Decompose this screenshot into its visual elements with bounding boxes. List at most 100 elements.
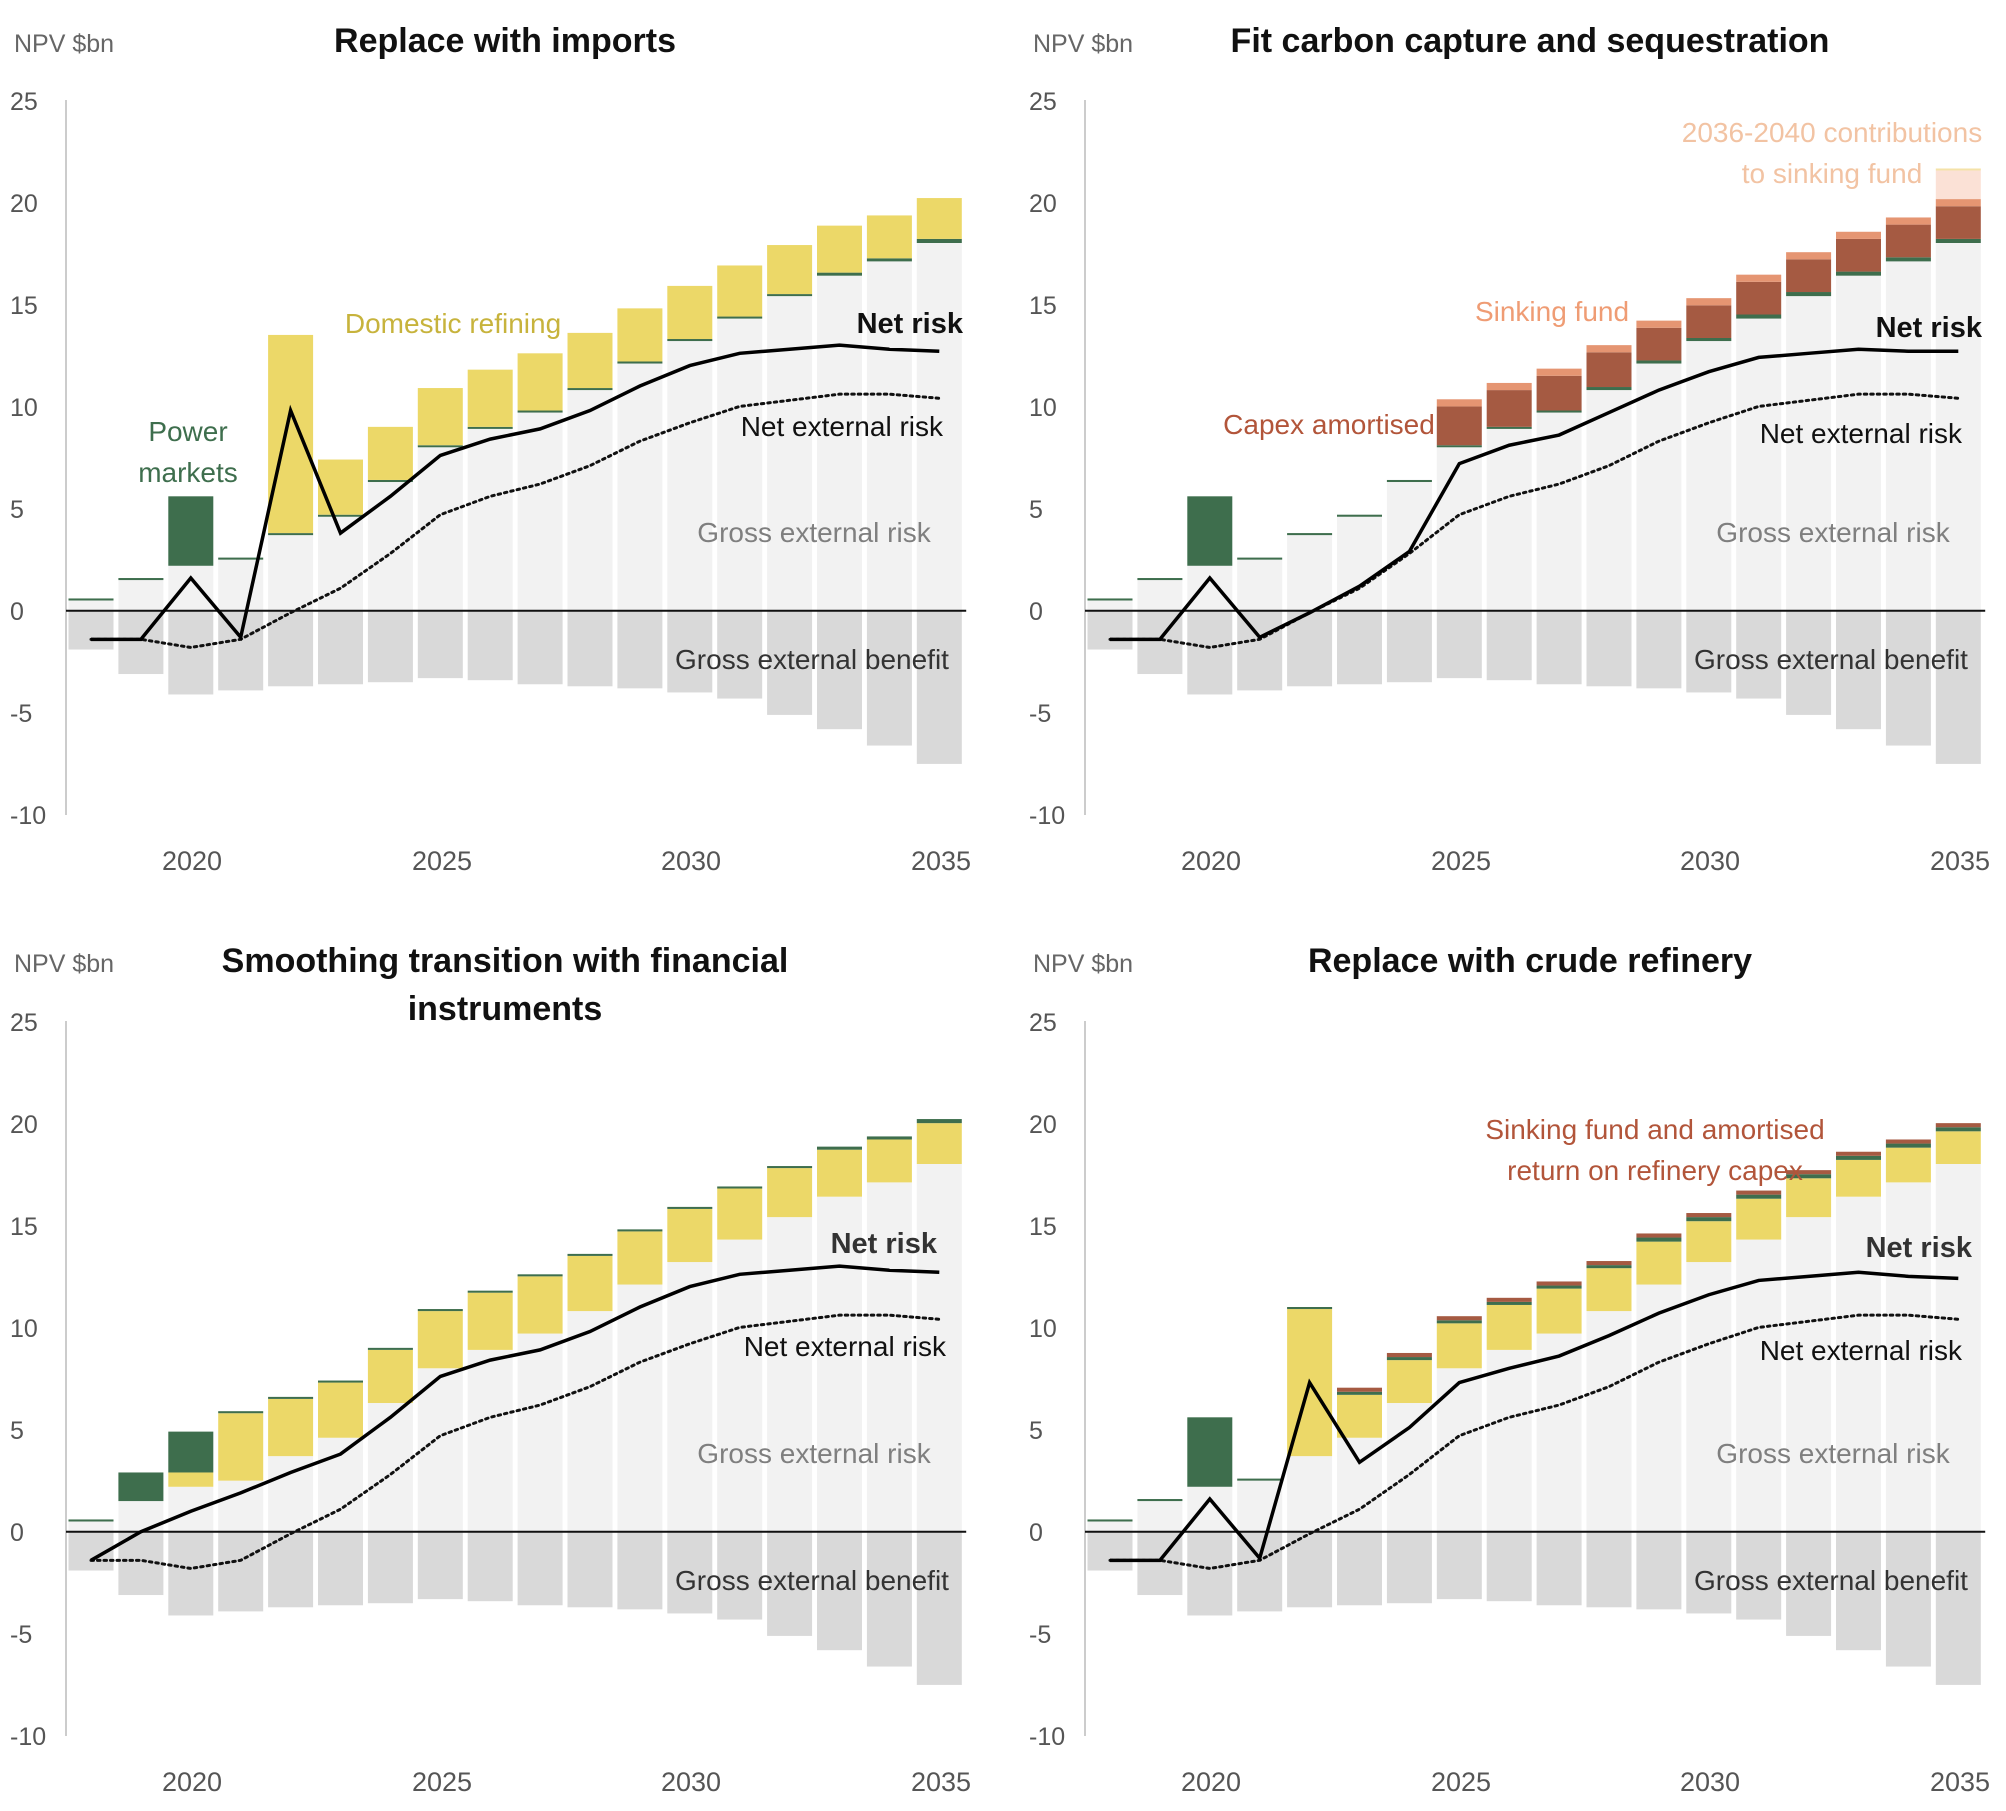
sinking-fund-bar xyxy=(1436,399,1482,407)
domestic-refining-bar xyxy=(218,1413,264,1481)
gross-external-risk-bar xyxy=(1486,1349,1532,1532)
domestic-refining-bar xyxy=(567,332,613,389)
gross-external-benefit-bar xyxy=(1935,610,1981,764)
y-tick-label: 10 xyxy=(10,1315,38,1343)
gross-external-risk-bar xyxy=(1935,1164,1981,1532)
x-tick-label: 2020 xyxy=(162,846,222,876)
capex-amortised-bar xyxy=(1736,281,1782,315)
x-tick-label: 2035 xyxy=(1930,846,1990,876)
panel-title-line2: instruments xyxy=(408,990,603,1028)
gross-external-risk-bar xyxy=(1337,516,1382,611)
power-markets-bar xyxy=(916,238,962,243)
gross-external-benefit-bar xyxy=(1237,610,1283,691)
power-markets-bar xyxy=(1436,1320,1482,1324)
y-tick-label: -10 xyxy=(1029,802,1065,830)
label-gross-external-risk: Gross external risk xyxy=(1716,517,1950,548)
domestic-refining-bar xyxy=(1836,1159,1881,1197)
gross-external-risk-bar xyxy=(517,412,563,611)
y-tick-label: -5 xyxy=(10,700,32,728)
gross-external-risk-bar xyxy=(667,1262,713,1532)
gross-external-benefit-bar xyxy=(1287,1531,1333,1608)
domestic-refining-bar xyxy=(1536,1288,1582,1334)
net-external-risk-line xyxy=(1108,392,1960,650)
power-markets-bar xyxy=(1786,1174,1832,1179)
gross-external-risk-bar xyxy=(1386,482,1432,611)
gross-external-risk-bar xyxy=(218,1480,264,1532)
gross-external-benefit-bar xyxy=(68,610,114,650)
x-tick-label: 2025 xyxy=(412,1767,472,1797)
gross-external-risk-bar xyxy=(1935,243,1981,611)
gross-external-risk-bar xyxy=(1287,535,1333,611)
domestic-refining-bar xyxy=(667,285,713,340)
gross-external-risk-bar xyxy=(68,600,114,611)
power-markets-bar xyxy=(767,1166,813,1169)
label-gross-external-risk: Gross external risk xyxy=(697,517,931,548)
sinking-fund-bar xyxy=(1586,345,1632,353)
y-tick-label: 20 xyxy=(10,1111,38,1139)
sinking-fund-bar xyxy=(1786,252,1832,260)
domestic-refining-bar xyxy=(1586,1268,1632,1312)
power-markets-bar xyxy=(168,1431,214,1473)
gross-external-benefit-bar xyxy=(417,1531,463,1600)
x-tick-labels: 2020 2025 2030 2035 xyxy=(162,1767,971,1797)
x-tick-labels: 2020 2025 2030 2035 xyxy=(1181,846,1990,876)
label-sinking-fund: Sinking fund xyxy=(1475,296,1629,327)
power-markets-bar xyxy=(1536,410,1582,413)
gross-external-benefit-bar xyxy=(1885,1531,1931,1667)
gross-external-benefit-bar xyxy=(1536,610,1582,685)
power-markets-bar xyxy=(717,1186,763,1189)
y-tick-label: 5 xyxy=(10,1417,24,1445)
power-markets-bar xyxy=(767,294,813,297)
domestic-refining-bar xyxy=(367,1349,413,1404)
gross-external-benefit-bar xyxy=(1836,1531,1881,1651)
power-markets-bar xyxy=(1786,292,1832,297)
y-tick-label: 10 xyxy=(1029,1315,1057,1343)
sinking-and-capex-bar xyxy=(1486,1297,1532,1302)
label-2036-2040-contributions-line1: 2036-2040 contributions xyxy=(1682,117,1982,148)
domestic-refining-bar xyxy=(717,1188,763,1240)
power-markets-bar xyxy=(517,410,563,413)
y-tick-label: 5 xyxy=(1029,1417,1043,1445)
gross-external-risk-bar xyxy=(1187,565,1233,611)
annotations: Domestic refining Power markets Net risk… xyxy=(138,308,964,675)
gross-external-risk-bar xyxy=(467,1349,513,1532)
y-tick-label: 20 xyxy=(1029,190,1057,218)
gross-external-benefit-bar xyxy=(1636,610,1682,689)
power-markets-bar xyxy=(118,1472,164,1502)
y-tick-label: 0 xyxy=(10,598,24,626)
net-risk-line xyxy=(90,1264,940,1562)
gross-external-benefit-bar xyxy=(1935,1531,1981,1685)
sinking-and-capex-bar xyxy=(1586,1261,1632,1266)
y-tick-label: 25 xyxy=(1029,1009,1057,1037)
plot-area xyxy=(65,100,967,815)
gross-external-benefit-bar xyxy=(318,610,363,685)
label-gross-external-risk: Gross external risk xyxy=(1716,1438,1950,1469)
gross-external-risk-bar xyxy=(767,1217,813,1532)
domestic-refining-bar xyxy=(767,245,813,295)
domestic-refining-bar xyxy=(1636,1241,1682,1285)
y-tick-label: 20 xyxy=(1029,1111,1057,1139)
label-capex-amortised: Capex amortised xyxy=(1223,409,1435,440)
y-tick-labels: 25 20 15 10 5 0 -5 -10 xyxy=(1029,1009,1065,1751)
gross-external-benefit-bar xyxy=(367,1531,413,1604)
power-markets-bar xyxy=(1087,598,1133,601)
power-markets-bar xyxy=(1137,1499,1183,1502)
domestic-refining-bar xyxy=(268,1398,314,1457)
gross-external-benefit-bar xyxy=(1436,610,1482,679)
power-markets-bar xyxy=(268,533,314,536)
x-tick-label: 2030 xyxy=(1680,1767,1740,1797)
y-tick-label: 0 xyxy=(10,1519,24,1547)
gross-external-benefit-bar xyxy=(866,610,912,746)
power-markets-bar xyxy=(617,361,663,364)
capex-amortised-bar xyxy=(1786,259,1832,293)
gross-external-benefit-bar xyxy=(1586,1531,1632,1608)
power-markets-bar xyxy=(168,496,214,566)
gross-external-risk-bar xyxy=(717,318,763,611)
gross-external-benefit-bar xyxy=(767,1531,813,1636)
domestic-refining-bar xyxy=(1736,1198,1782,1240)
power-markets-bar xyxy=(1187,496,1233,566)
gross-external-risk-bar xyxy=(1736,1239,1782,1532)
annotations: Sinking fund and amortised return on ref… xyxy=(1485,1114,1973,1596)
capex-amortised-bar xyxy=(1636,327,1682,361)
